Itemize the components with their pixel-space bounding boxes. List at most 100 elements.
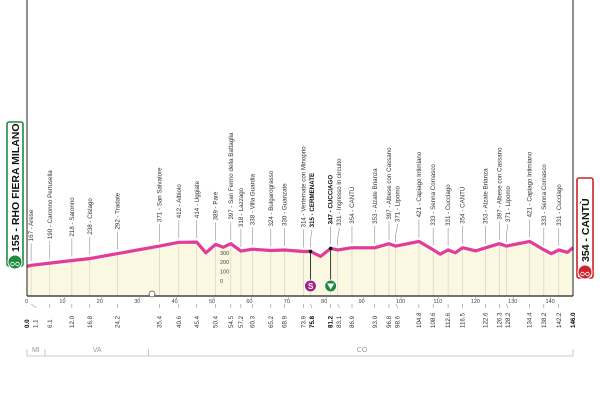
km-label: 104.8 [416,312,423,328]
km-label: 57.2 [238,315,245,328]
km-leader [506,303,509,308]
waypoint-label: 371 - Lipomo [395,185,402,222]
km-label: 60.3 [250,315,257,328]
waypoint-label: 292 - Tradate [115,192,122,229]
km-label: 75.8 [309,315,316,328]
start-cyclist-icon [7,254,23,270]
km-label: 12.0 [69,315,76,328]
start-label: 155 - RHO FIERA MILANO [10,123,22,252]
km-leader [337,303,340,308]
finish-label: 354 - CANTÙ [579,198,592,262]
x-tick-label: 90 [359,299,365,305]
waypoint-label: 333 - Senna Comasco [541,164,548,226]
waypoint-label: 412 - Albiolo [176,184,183,219]
y-tick-label: 300 [220,251,229,257]
waypoint-leader [337,227,340,246]
km-label: 96.8 [386,315,393,328]
km-label: 116.5 [460,312,467,328]
wheel-icon [10,261,15,267]
waypoint-label: 333 - Senna Comasco [430,164,437,226]
waypoint-label: 330 - Guanzate [282,183,289,226]
km-label: 83.1 [336,315,343,328]
km-label: 81.2 [328,315,335,328]
km-label: 35.4 [156,315,163,328]
province-label-mi: MI [32,347,40,354]
waypoint-label: 347 - CUCCIAGO [328,175,335,225]
x-tick-label: 20 [97,299,103,305]
province-label-va: VA [93,347,102,354]
km-label: 6.1 [47,319,54,328]
km-label: 16.8 [87,315,94,328]
waypoint-label: 238 - Cislago [87,198,94,235]
waypoint-label: 414 - Uggiate [194,180,201,218]
triangle-icon [327,283,335,290]
waypoint-label: 331 - Cucciago [445,184,452,226]
km-leader [30,303,36,308]
x-tick-label: 110 [433,299,442,305]
waypoint-label: 421 - Capiago Intimiano [527,151,534,217]
km-label: 65.2 [268,315,275,328]
waypoint-leader [310,229,313,248]
km-label-finish: 146.0 [570,312,577,328]
x-tick-label: 50 [209,299,215,305]
km-label: 134.4 [527,312,534,328]
x-tick-label: 80 [321,299,327,305]
km-label: 73.9 [300,315,307,328]
wheel-icon [15,261,20,267]
waypoint-label: 371 - Lipomo [505,185,512,222]
waypoint-label: 338 - Villa Guardia [250,174,257,226]
waypoint-label: 324 - Bulgarograsso [268,170,275,226]
waypoint-label: 167 - Arese [28,209,35,241]
x-tick-label: 140 [546,299,555,305]
waypoint-label: 318 - Lazzago [238,187,245,227]
km-label: 108.6 [430,312,437,328]
km-leader [310,303,313,308]
km-label: 68.9 [282,315,289,328]
waypoint-label: 354 - CANTÙ [460,187,467,224]
km-label: 93.0 [372,315,379,328]
km-label: 86.9 [349,315,356,328]
profile-line [26,239,575,268]
waypoint-leader [506,224,509,243]
km-label: 138.2 [541,312,548,328]
waypoint-label: 371 - San Salvatore [156,167,163,222]
x-tick-label: 30 [134,299,140,305]
sprint-icon [303,279,317,293]
waypoint-label: 331 - Cucciago [556,184,563,226]
province-label-co: CO [357,347,368,354]
waypoint-label: 314 - Vertemate con Minoprio [300,146,307,228]
sprint-label: S [308,282,314,291]
km-label: 45.4 [194,315,201,328]
waypoint-label: 397 - Albese con Cassano [386,147,393,220]
x-tick-label: 40 [172,299,178,305]
waypoint-label: 353 - Alzate Brianza [482,168,489,224]
km-label: 54.5 [228,315,235,328]
waypoint-label: 218 - Saronno [69,197,76,237]
km-leader [395,303,398,308]
x-tick-label: 70 [284,299,290,305]
feed-zone-icon [148,290,156,298]
y-tick-label: 200 [220,260,229,266]
x-tick-label: 0 [25,299,28,305]
waypoint-label: 331 - Ingresso in circuito [336,158,343,226]
km-label: 24.2 [115,315,122,328]
km-label: 122.6 [482,312,489,328]
waypoint-label: 315 - CERMENATE [309,173,316,228]
km-label: 112.6 [445,312,452,328]
km-label: 1.1 [33,319,40,328]
waypoint-label: 421 - Capiago Intimiano [416,151,423,217]
wheel-icon [580,271,585,277]
waypoint-label: 190 - Caronno Pertusella [47,170,54,239]
waypoint-label: 354 - CANTÙ [349,187,356,224]
y-tick-label: 100 [220,270,229,276]
km-label: 50.4 [212,315,219,328]
km-label: 126.3 [496,312,503,328]
x-tick-label: 100 [396,299,405,305]
km-label: 98.6 [395,315,402,328]
y-tick-label: 0 [220,279,223,285]
profile-area [27,241,573,296]
wheel-icon [585,271,590,277]
waypoint-label: 397 - San Fermo della Battaglia [228,132,235,220]
km-label: 40.6 [176,315,183,328]
